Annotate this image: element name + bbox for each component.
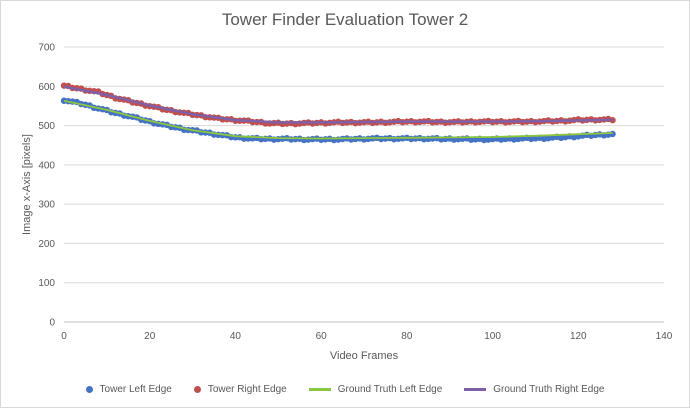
legend-item: Tower Left Edge — [85, 383, 172, 395]
legend-line-icon — [308, 387, 331, 391]
x-tick-label: 80 — [401, 331, 413, 342]
legend-dot-icon — [193, 385, 201, 393]
y-tick-label: 300 — [38, 200, 55, 211]
x-tick-label: 0 — [61, 331, 67, 342]
y-tick-label: 500 — [38, 121, 55, 132]
legend-line-icon — [464, 387, 487, 391]
legend-label: Ground Truth Left Edge — [337, 383, 443, 395]
y-axis-title: Image x-Axis [pixels] — [21, 134, 33, 235]
series-line — [63, 99, 613, 140]
x-tick-label: 40 — [230, 331, 242, 342]
y-tick-label: 700 — [38, 43, 55, 54]
legend-label: Tower Right Edge — [207, 383, 287, 395]
legend: Tower Left Edge Tower Right Edge Ground Tr… — [0, 380, 690, 398]
x-tick-label: 140 — [656, 331, 673, 342]
y-tick-label: 400 — [38, 160, 55, 171]
legend-item: Ground Truth Left Edge — [308, 383, 443, 395]
y-tick-label: 100 — [38, 278, 55, 289]
x-tick-label: 20 — [144, 331, 156, 342]
y-tick-label: 200 — [38, 239, 55, 250]
legend-label: Tower Left Edge — [99, 383, 172, 395]
legend-item: Tower Right Edge — [193, 383, 287, 395]
x-axis-title: Video Frames — [330, 350, 399, 362]
x-tick-label: 120 — [570, 331, 587, 342]
legend-dot-icon — [85, 385, 93, 393]
chart-title: Tower Finder Evaluation Tower 2 — [221, 10, 469, 29]
x-tick-label: 100 — [484, 331, 501, 342]
y-tick-label: 600 — [38, 82, 55, 93]
legend-item: Ground Truth Right Edge — [464, 384, 604, 395]
y-tick-label: 0 — [49, 318, 55, 329]
legend-label: Ground Truth Right Edge — [493, 383, 605, 395]
series-line — [63, 85, 613, 124]
x-tick-label: 60 — [316, 331, 328, 342]
